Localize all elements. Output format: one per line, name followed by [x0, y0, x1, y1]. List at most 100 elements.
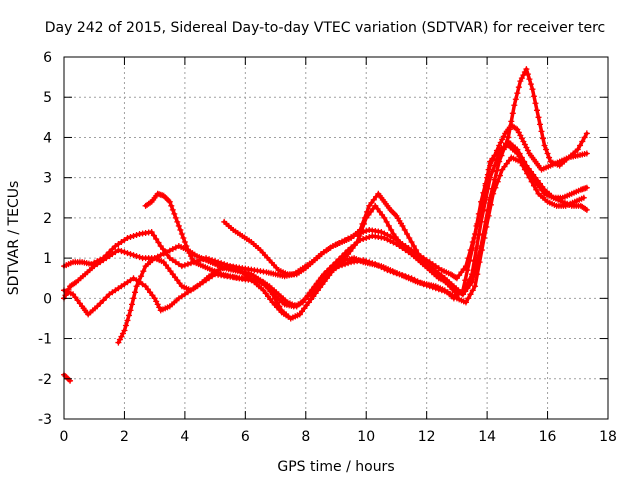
- y-tick-label: 5: [43, 90, 52, 106]
- data-point: [406, 235, 413, 241]
- data-point: [524, 147, 531, 154]
- data-point: [91, 263, 98, 270]
- data-point: [370, 196, 377, 203]
- data-point: [302, 296, 309, 303]
- data-point: [535, 114, 542, 121]
- data-point: [473, 245, 480, 252]
- data-point: [121, 281, 128, 288]
- data-point: [459, 291, 466, 298]
- data-point: [469, 287, 476, 294]
- data-point: [109, 289, 116, 296]
- data-point: [178, 230, 185, 237]
- data-point: [100, 297, 107, 304]
- data-point: [511, 102, 518, 109]
- x-tick-label: 14: [478, 429, 496, 445]
- data-point: [163, 262, 169, 269]
- data-point: [121, 327, 128, 334]
- data-series: [61, 66, 590, 384]
- data-point: [351, 242, 358, 249]
- data-point: [138, 273, 145, 280]
- y-tick-label: 4: [43, 130, 52, 146]
- data-point: [306, 290, 313, 297]
- data-point: [366, 202, 373, 209]
- data-point: [312, 290, 319, 297]
- data-point: [538, 128, 545, 135]
- data-point: [376, 208, 383, 215]
- data-point: [493, 167, 500, 174]
- data-point: [393, 241, 400, 248]
- data-point: [390, 239, 397, 246]
- data-point: [489, 185, 496, 192]
- data-point: [127, 251, 134, 258]
- data-point: [112, 243, 119, 250]
- data-point: [532, 100, 539, 107]
- data-point: [178, 293, 185, 300]
- data-point: [160, 250, 167, 257]
- series-track-7: [221, 190, 460, 298]
- data-point: [520, 72, 527, 79]
- data-point: [397, 240, 404, 247]
- data-point: [172, 214, 179, 221]
- data-point: [383, 218, 390, 225]
- data-point: [359, 220, 366, 227]
- data-point: [118, 248, 125, 255]
- data-point: [491, 152, 498, 159]
- data-point: [321, 278, 328, 285]
- data-point: [363, 208, 370, 215]
- data-point: [183, 243, 190, 250]
- data-point: [296, 311, 303, 318]
- y-tick-label: 3: [43, 171, 52, 187]
- data-point: [525, 166, 532, 173]
- data-point: [74, 297, 81, 304]
- data-point: [532, 178, 539, 185]
- data-point: [156, 304, 163, 311]
- data-point: [482, 218, 489, 225]
- data-point: [469, 247, 475, 254]
- data-point: [514, 146, 521, 153]
- data-point: [462, 299, 469, 306]
- data-point: [368, 199, 375, 206]
- data-point: [583, 130, 590, 137]
- data-point: [147, 289, 154, 296]
- data-point: [135, 278, 142, 285]
- data-point: [482, 196, 489, 203]
- data-point: [149, 292, 156, 299]
- data-point: [94, 303, 101, 310]
- data-point: [394, 237, 401, 244]
- data-point: [121, 249, 128, 256]
- data-point: [165, 265, 172, 272]
- data-point: [537, 184, 543, 191]
- data-point: [514, 90, 521, 97]
- data-point: [388, 226, 395, 233]
- data-point: [148, 228, 155, 235]
- data-point: [125, 312, 132, 319]
- data-point: [127, 307, 134, 314]
- data-point: [181, 262, 188, 269]
- data-point: [533, 107, 540, 114]
- data-point: [177, 226, 184, 233]
- data-point: [501, 163, 508, 170]
- series-track-2: [61, 142, 590, 282]
- data-point: [76, 300, 83, 307]
- data-point: [184, 261, 191, 268]
- data-point: [465, 295, 472, 302]
- data-point: [544, 150, 551, 157]
- data-point: [262, 290, 269, 297]
- data-point: [499, 136, 506, 143]
- data-point: [127, 277, 134, 284]
- data-point: [174, 218, 181, 225]
- data-point: [464, 285, 471, 292]
- data-point: [526, 76, 533, 83]
- y-axis-tick-labels: -3 -2 -1 0 1 2 3 4 5 6: [38, 50, 52, 428]
- data-point: [163, 249, 170, 256]
- data-point: [118, 283, 125, 290]
- data-point: [308, 296, 315, 303]
- data-point: [311, 284, 318, 291]
- data-point: [180, 235, 187, 241]
- data-point: [116, 336, 123, 343]
- x-axis-tick-labels: 0 2 4 6 8 10 12 14 16 18: [60, 429, 617, 445]
- data-point: [506, 126, 513, 133]
- data-point: [498, 152, 505, 159]
- data-point: [467, 291, 474, 298]
- data-point: [157, 243, 164, 250]
